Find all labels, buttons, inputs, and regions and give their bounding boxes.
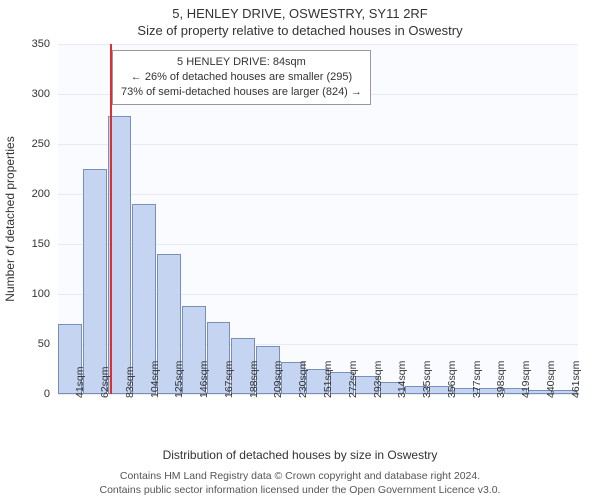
y-tick-label: 200 [10,188,50,200]
x-tick-label: 398sqm [495,361,507,398]
callout-line: 73% of semi-detached houses are larger (… [121,85,362,100]
y-axis-label: Number of detached properties [3,136,17,301]
x-tick-label: 230sqm [297,361,309,398]
x-tick-label: 209sqm [272,361,284,398]
histogram-bar [83,169,107,394]
gridline [58,44,578,45]
y-tick-label: 50 [10,338,50,350]
y-tick-label: 350 [10,38,50,50]
plot-area: 5 HENLEY DRIVE: 84sqm← 26% of detached h… [58,44,578,394]
x-tick-label: 62sqm [99,366,111,398]
x-tick-label: 377sqm [471,361,483,398]
y-tick-label: 0 [10,388,50,400]
footer: Contains HM Land Registry data © Crown c… [0,470,600,497]
address-line: 5, HENLEY DRIVE, OSWESTRY, SY11 2RF [0,6,600,21]
x-tick-label: 146sqm [198,361,210,398]
x-tick-label: 314sqm [396,361,408,398]
y-tick-label: 150 [10,238,50,250]
y-tick-label: 300 [10,88,50,100]
subtitle: Size of property relative to detached ho… [0,23,600,38]
gridline [58,194,578,195]
x-tick-label: 125sqm [173,361,185,398]
x-tick-label: 251sqm [322,361,334,398]
x-tick-label: 293sqm [372,361,384,398]
title-block: 5, HENLEY DRIVE, OSWESTRY, SY11 2RF Size… [0,0,600,38]
x-tick-label: 188sqm [248,361,260,398]
x-tick-label: 356sqm [446,361,458,398]
y-tick-label: 250 [10,138,50,150]
x-tick-label: 104sqm [149,361,161,398]
x-axis-label: Distribution of detached houses by size … [0,448,600,462]
x-tick-label: 83sqm [124,366,136,398]
callout-box: 5 HENLEY DRIVE: 84sqm← 26% of detached h… [112,50,371,105]
x-tick-label: 419sqm [520,361,532,398]
x-tick-label: 272sqm [347,361,359,398]
x-tick-label: 461sqm [570,361,582,398]
callout-line: ← 26% of detached houses are smaller (29… [121,70,362,85]
x-tick-label: 167sqm [223,361,235,398]
callout-line: 5 HENLEY DRIVE: 84sqm [121,55,362,70]
gridline [58,144,578,145]
x-tick-label: 440sqm [545,361,557,398]
x-tick-label: 335sqm [421,361,433,398]
footer-line-1: Contains HM Land Registry data © Crown c… [0,470,600,484]
x-tick-label: 41sqm [74,366,86,398]
footer-line-2: Contains public sector information licen… [0,484,600,498]
y-tick-label: 100 [10,288,50,300]
plot-wrap: Number of detached properties 5 HENLEY D… [58,44,578,394]
